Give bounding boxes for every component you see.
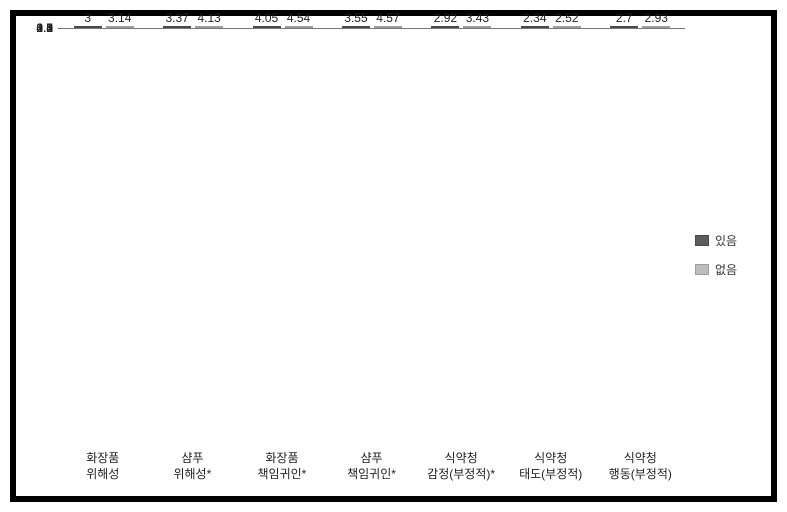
bar: 3.14	[106, 26, 134, 28]
legend-label: 있음	[715, 232, 737, 249]
legend-swatch	[695, 235, 709, 246]
x-axis-label: 샴푸위해성*	[148, 450, 238, 482]
bar-value-label: 4.13	[197, 11, 220, 27]
bar: 4.13	[195, 26, 223, 28]
bar: 2.92	[431, 26, 459, 28]
x-axis-label: 화장품위해성	[58, 450, 148, 482]
bar-value-label: 3.14	[108, 11, 131, 27]
x-axis: 화장품위해성샴푸위해성*화장품책임귀인*샴푸책임귀인*식약청감정(부정적)*식약…	[58, 450, 685, 482]
legend-label: 없음	[715, 261, 737, 278]
bar: 2.52	[553, 26, 581, 28]
bar-value-label: 3.37	[165, 11, 188, 27]
bar: 3.43	[463, 26, 491, 28]
plot-area: 00.511.522.533.544.55 33.143.374.134.054…	[58, 28, 685, 29]
legend-item: 있음	[695, 232, 757, 249]
bar-chart: 00.511.522.533.544.55 33.143.374.134.054…	[30, 28, 757, 482]
bar-value-label: 2.34	[523, 11, 546, 27]
bar-value-label: 4.54	[287, 11, 310, 27]
bar: 4.54	[285, 26, 313, 28]
legend-item: 없음	[695, 261, 757, 278]
bar-value-label: 2.52	[555, 11, 578, 27]
legend: 있음없음	[685, 28, 757, 482]
bar: 4.57	[374, 26, 402, 28]
x-axis-label: 화장품책임귀인*	[237, 450, 327, 482]
bar: 4.05	[253, 26, 281, 28]
gridline	[59, 28, 685, 29]
x-axis-label: 식약청행동(부정적)	[595, 450, 685, 482]
bar-value-label: 4.05	[255, 11, 278, 27]
y-tick-label: 5	[46, 21, 59, 35]
legend-swatch	[695, 264, 709, 275]
bar-value-label: 2.93	[645, 11, 668, 27]
bar: 3	[74, 26, 102, 28]
bar-value-label: 4.57	[376, 11, 399, 27]
bar: 2.34	[521, 26, 549, 28]
x-axis-label: 샴푸책임귀인*	[327, 450, 417, 482]
bar: 2.93	[642, 26, 670, 28]
x-axis-label: 식약청태도(부정적)	[506, 450, 596, 482]
x-axis-label: 식약청감정(부정적)*	[416, 450, 506, 482]
bar: 3.37	[163, 26, 191, 28]
bar-value-label: 3	[84, 11, 91, 27]
bar: 3.55	[342, 26, 370, 28]
bar-value-label: 2.92	[434, 11, 457, 27]
bar-value-label: 3.55	[344, 11, 367, 27]
bar-value-label: 3.43	[466, 11, 489, 27]
bar: 2.7	[610, 26, 638, 28]
bar-value-label: 2.7	[616, 11, 633, 27]
